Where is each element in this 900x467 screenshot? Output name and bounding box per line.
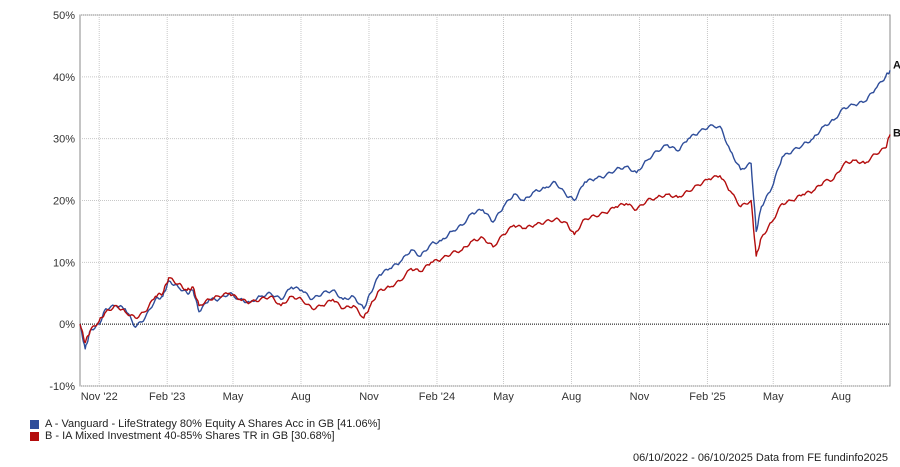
legend-item-b: B - IA Mixed Investment 40-85% Shares TR… [30,430,381,442]
legend-label-b: B - IA Mixed Investment 40-85% Shares TR… [45,430,335,442]
horizontal-gridlines [80,14,890,387]
x-tick-label: Feb '25 [689,391,725,403]
x-tick-label: Feb '23 [149,391,185,403]
y-tick-label: 20% [53,196,75,208]
x-tick-label: Feb '24 [419,391,455,403]
y-tick-label: 40% [53,72,75,84]
y-axis-tick-labels: -10% 0% 10% 20% 30% 40% 50% [49,10,75,393]
y-tick-label: 0% [59,319,75,331]
x-tick-label: May [493,391,514,403]
y-tick-label: 30% [53,134,75,146]
x-tick-label: Nov '22 [81,391,118,403]
x-tick-label: May [223,391,244,403]
legend-item-a: A - Vanguard - LifeStrategy 80% Equity A… [30,418,381,430]
x-tick-label: Aug [291,391,311,403]
legend-swatch-b [30,431,39,441]
x-tick-label: Aug [562,391,582,403]
series-end-label-b: B [893,127,900,139]
series-line-b [79,134,891,344]
y-tick-label: 50% [53,10,75,22]
y-tick-label: 10% [53,257,75,269]
x-tick-label: May [763,391,784,403]
series-end-label-a: A [893,59,900,71]
x-tick-label: Aug [831,391,851,403]
legend-label-a: A - Vanguard - LifeStrategy 80% Equity A… [45,418,381,430]
legend-swatch-a [30,419,39,429]
date-range-footer: 06/10/2022 - 06/10/2025 Data from FE fun… [632,452,888,464]
y-tick-label: -10% [49,381,75,393]
x-tick-label: Nov [359,391,379,403]
legend: A - Vanguard - LifeStrategy 80% Equity A… [30,418,381,442]
series-layer: AB [79,59,900,350]
series-line-a [79,70,891,350]
x-axis-tick-labels: Nov '22 Feb '23 May Aug Nov Feb '24 May Aug Nov F… [81,391,851,403]
x-tick-label: Nov [630,391,650,403]
performance-chart: -10% 0% 10% 20% 30% 40% 50% Nov '22 Feb '23 May A… [49,10,900,403]
